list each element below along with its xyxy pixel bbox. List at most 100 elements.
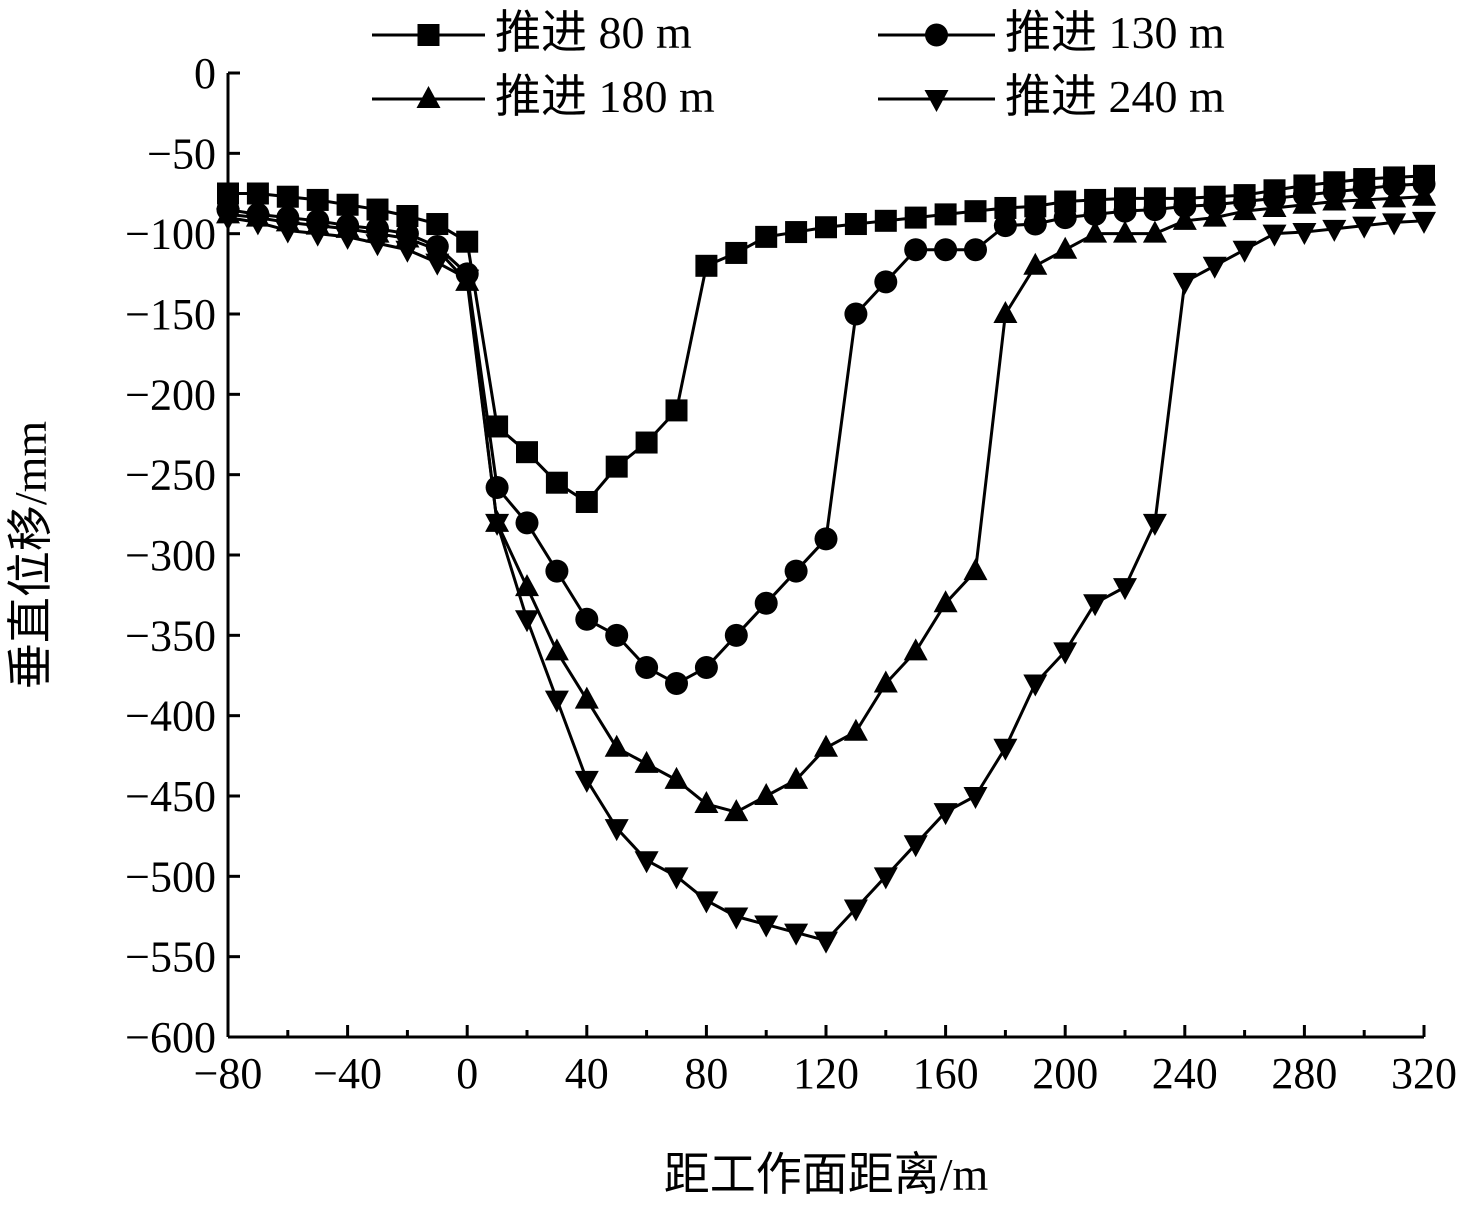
data-point: [1382, 185, 1407, 208]
x-tick-label: 240: [1152, 1049, 1218, 1098]
data-point: [874, 270, 898, 294]
data-point: [903, 835, 928, 858]
data-point: [1292, 223, 1317, 246]
data-point: [365, 234, 390, 257]
data-point: [634, 750, 659, 773]
data-point: [665, 399, 688, 422]
data-point: [575, 607, 599, 631]
data-point: [574, 686, 599, 709]
series-1: [217, 164, 1435, 513]
data-point: [994, 196, 1017, 219]
data-point: [814, 931, 838, 954]
axes: 0−50−100−150−200−250−300−350−400−450−500…: [125, 49, 1457, 1098]
x-tick-label: 120: [793, 1049, 859, 1098]
x-tick-label: 320: [1391, 1049, 1457, 1098]
data-point: [516, 441, 538, 464]
y-tick-label: −350: [125, 611, 216, 660]
legend-label: 推进 130 m: [1005, 7, 1225, 58]
data-point: [1143, 198, 1167, 222]
data-point: [724, 799, 749, 822]
data-point: [904, 206, 927, 229]
data-point: [246, 182, 269, 205]
y-tick-label: −300: [125, 531, 216, 580]
data-point: [485, 513, 510, 536]
x-tick-label: −80: [194, 1049, 263, 1098]
data-point: [903, 638, 928, 661]
x-tick-label: 200: [1032, 1049, 1098, 1098]
data-point: [904, 238, 928, 262]
data-point: [305, 224, 330, 247]
data-point: [934, 238, 958, 262]
data-point: [814, 527, 838, 551]
data-point: [1262, 194, 1287, 217]
legend-item: 推进 130 m: [878, 7, 1225, 58]
data-point: [843, 899, 868, 922]
data-point: [784, 559, 808, 583]
data-point: [874, 209, 897, 232]
data-point: [934, 203, 957, 226]
data-point: [574, 770, 599, 793]
data-point: [515, 610, 539, 633]
data-point: [754, 915, 779, 938]
legend-marker: [925, 23, 948, 47]
data-point: [1024, 195, 1047, 218]
data-point: [964, 200, 987, 223]
legend-item: 推进 80 m: [372, 7, 692, 58]
data-point: [784, 923, 809, 946]
data-point: [515, 574, 539, 597]
data-point: [1053, 642, 1078, 665]
y-tick-label: −100: [125, 210, 216, 259]
data-point: [1173, 194, 1197, 218]
data-point: [544, 638, 569, 661]
data-point: [604, 734, 629, 757]
legend-label: 推进 180 m: [495, 71, 715, 122]
y-tick-label: −50: [147, 129, 216, 178]
data-point: [963, 558, 988, 581]
data-point: [1172, 207, 1197, 230]
data-point: [754, 783, 779, 805]
data-point: [425, 236, 450, 259]
data-point: [844, 302, 868, 326]
data-point: [336, 193, 359, 216]
data-point: [694, 655, 718, 679]
data-point: [395, 240, 420, 263]
y-tick-label: −150: [125, 290, 216, 339]
data-point: [725, 241, 748, 264]
data-point: [993, 738, 1018, 761]
data-point: [815, 216, 837, 239]
data-point: [515, 511, 539, 535]
data-point: [873, 670, 898, 693]
data-point: [485, 476, 509, 500]
data-point: [635, 431, 658, 454]
series-4: [216, 208, 1436, 954]
data-point: [275, 221, 300, 244]
data-point: [1023, 674, 1048, 697]
legend: 推进 80 m 推进 130 m 推进 180 m 推进 240 m: [372, 7, 1225, 122]
data-point: [245, 213, 270, 236]
data-point: [1083, 220, 1108, 243]
legend-label: 推进 240 m: [1005, 71, 1225, 122]
data-point: [604, 819, 629, 842]
legend-marker: [416, 86, 441, 108]
data-point: [963, 787, 988, 809]
data-point: [1023, 252, 1048, 275]
data-point: [1053, 206, 1077, 230]
data-point: [1113, 220, 1137, 243]
data-point: [1382, 213, 1407, 236]
x-tick-label: 80: [684, 1049, 728, 1098]
data-point: [634, 851, 659, 874]
data-point: [933, 803, 958, 826]
data-point: [1142, 513, 1167, 536]
data-point: [635, 655, 659, 679]
data-point: [1232, 198, 1257, 221]
data-point: [1352, 216, 1377, 239]
data-point: [1113, 578, 1137, 601]
y-tick-label: −500: [125, 852, 216, 901]
x-axis-title: 距工作面距离/m: [664, 1149, 989, 1200]
data-point: [724, 623, 748, 647]
data-point: [1113, 199, 1137, 223]
x-tick-label: 160: [913, 1049, 979, 1098]
data-point: [1412, 211, 1436, 234]
data-point: [396, 204, 419, 227]
data-point: [1023, 212, 1047, 236]
